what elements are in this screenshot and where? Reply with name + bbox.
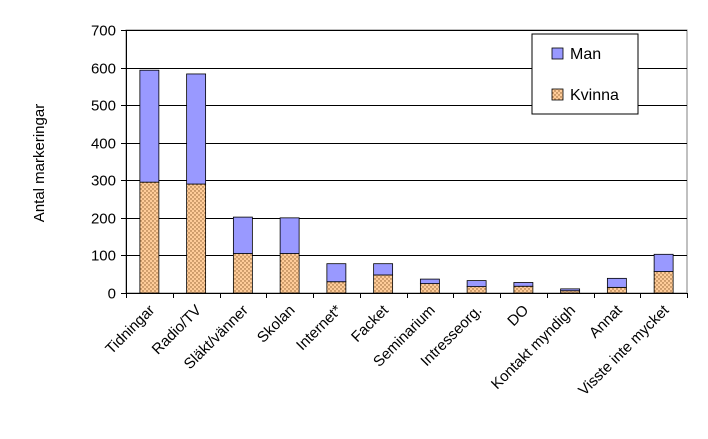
y-tick-label: 300: [91, 173, 116, 190]
bar-kvinna-7: [466, 286, 487, 294]
x-tick-label: Tidningar: [102, 302, 158, 358]
bar-kvinna-4: [326, 281, 347, 294]
bar-man-5: [373, 263, 394, 276]
bar-man-11: [653, 253, 674, 272]
bar-man-10: [606, 277, 627, 288]
legend-frame: [531, 33, 639, 115]
bar-kvinna-1: [186, 183, 207, 294]
bar-kvinna-5: [373, 274, 394, 294]
bar-kvinna-8: [513, 285, 534, 294]
legend-swatch-man: [551, 47, 564, 60]
y-axis-label: Antal markeringar: [31, 104, 48, 222]
legend-label-kvinna: Kvinna: [570, 87, 619, 104]
bar-man-1: [186, 73, 207, 185]
bar-man-7: [466, 280, 487, 288]
legend: Man Kvinna: [531, 33, 639, 115]
bar-kvinna-11: [653, 271, 674, 294]
bar-man-0: [139, 69, 160, 183]
bar-man-9: [560, 288, 581, 292]
bar-kvinna-0: [139, 181, 160, 294]
bar-man-2: [232, 216, 253, 254]
y-tick-label: 600: [91, 61, 116, 78]
y-tick-labels: 0 100 200 300 400 500 600 700: [91, 23, 116, 303]
bar-man-8: [513, 282, 534, 287]
x-tick-label: DO: [504, 302, 532, 330]
y-tick-label: 700: [91, 23, 116, 40]
y-tick-label: 0: [108, 286, 116, 303]
y-tick-label: 100: [91, 248, 116, 265]
bar-man-4: [326, 263, 347, 283]
bar-man-3: [279, 217, 300, 254]
x-tick-label: Internet*: [293, 302, 345, 354]
y-tick-label: 500: [91, 98, 116, 115]
y-tick-label: 200: [91, 211, 116, 228]
x-tick-label: Kontakt myndigh: [488, 302, 579, 393]
bars: [139, 69, 674, 294]
bar-kvinna-6: [419, 283, 440, 294]
x-tick-label: Skolan: [254, 302, 298, 346]
x-tick-label: Facket: [348, 301, 392, 345]
bar-kvinna-3: [279, 253, 300, 294]
legend-label-man: Man: [570, 46, 601, 63]
bar-man-6: [419, 278, 440, 285]
bar-kvinna-10: [606, 286, 627, 294]
bar-kvinna-2: [232, 253, 253, 294]
legend-swatch-kvinna: [551, 88, 564, 101]
x-tick-label: Visste inte mycket: [575, 301, 673, 399]
axes: [121, 30, 688, 298]
y-tick-label: 400: [91, 136, 116, 153]
x-tick-label: Annat: [586, 301, 626, 341]
